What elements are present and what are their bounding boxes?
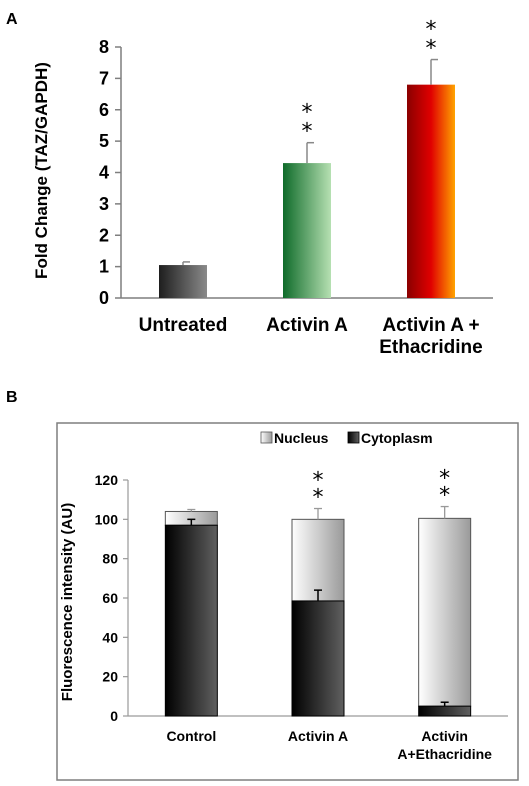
bar-segment-nucleus (291, 518, 345, 602)
chart-b: 0 20 40 60 80 100 120 Fluorescence intensity (A… (59, 430, 508, 762)
category-label-b: Activin (421, 728, 468, 744)
y-tick-label-a: 7 (99, 68, 109, 88)
significance-star-a: * (426, 18, 437, 43)
category-label-b: Control (166, 728, 216, 744)
significance-star-a: * (426, 37, 437, 62)
panel-label-b: B (6, 389, 18, 406)
legend-b: Nucleus Cytoplasm (260, 430, 433, 446)
y-axis-title-a: Fold Change (TAZ/GAPDH) (32, 62, 51, 279)
legend-swatch-cytoplasm (347, 431, 360, 444)
significance-star-a: * (302, 120, 313, 145)
significance-star-a: * (302, 101, 313, 126)
bar-segment-nucleus (418, 517, 472, 707)
bar-a (407, 84, 455, 299)
y-tick-label-a: 5 (99, 131, 109, 151)
chart-b-frame (56, 422, 519, 781)
legend-swatch-nucleus (260, 431, 273, 444)
bar-segment-cytoplasm (291, 600, 345, 717)
y-tick-label-a: 1 (99, 257, 109, 277)
significance-star-b: * (439, 484, 450, 509)
y-tick-label-a: 6 (99, 100, 109, 120)
y-tick-label-a: 2 (99, 225, 109, 245)
y-tick-label-a: 8 (99, 37, 109, 57)
y-tick-label-a: 3 (99, 194, 109, 214)
y-tick-label-a: 4 (99, 163, 109, 183)
y-tick-label-a: 0 (99, 288, 109, 308)
category-label-a: Ethacridine (379, 337, 482, 358)
significance-star-b: * (313, 486, 324, 511)
bar-segment-cytoplasm (164, 524, 218, 717)
bar-segment-cytoplasm (418, 705, 472, 717)
panel-label-a: A (6, 11, 18, 28)
category-label-b: A+Ethacridine (397, 746, 492, 762)
category-label-a: Untreated (139, 315, 228, 336)
y-tick-label-b: 80 (102, 551, 118, 567)
category-label-a: Activin A (266, 315, 348, 336)
category-label-b: Activin A (288, 728, 348, 744)
y-tick-label-b: 120 (95, 472, 119, 488)
significance-star-b: * (313, 469, 324, 494)
y-axis-title-b: Fluorescence intensity (AU) (59, 503, 76, 701)
y-tick-label-b: 40 (102, 629, 118, 645)
bar-a (283, 163, 331, 298)
bar-a (159, 265, 207, 298)
y-tick-label-b: 20 (102, 669, 118, 685)
y-tick-label-b: 60 (102, 590, 118, 606)
significance-star-b: * (439, 467, 450, 492)
legend-label-cytoplasm: Cytoplasm (361, 430, 433, 446)
legend-label-nucleus: Nucleus (274, 430, 329, 446)
category-label-a: Activin A + (382, 315, 479, 336)
y-tick-label-b: 100 (95, 511, 119, 527)
chart-a: 0 1 2 3 4 5 6 7 8 Fold Change (TAZ/GAPDH) Untreate… (32, 18, 493, 358)
y-tick-label-b: 0 (110, 708, 118, 724)
